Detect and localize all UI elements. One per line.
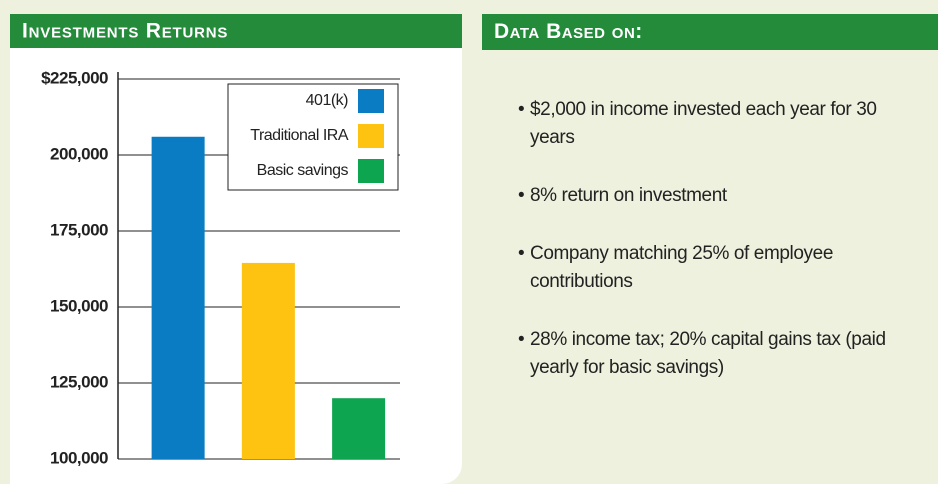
notes-list: $2,000 in income invested each year for … xyxy=(482,50,938,382)
note-item: Company matching 25% of employee contrib… xyxy=(518,240,920,296)
y-tick-label: 200,000 xyxy=(50,144,108,163)
bar xyxy=(332,398,386,459)
y-tick-label: 150,000 xyxy=(50,296,108,315)
legend-label: Basic savings xyxy=(257,162,349,179)
chart: Investments Returns 100,000 125,000 150,00… xyxy=(10,14,462,484)
note-item: 8% return on investment xyxy=(518,182,920,210)
notes-title: Data Based on: xyxy=(482,14,938,50)
y-tick-label: 125,000 xyxy=(50,372,108,391)
y-tick-label: 175,000 xyxy=(50,220,108,239)
legend-swatch xyxy=(358,124,384,148)
legend-swatch xyxy=(358,159,384,183)
bar xyxy=(151,136,205,459)
legend-swatch xyxy=(358,89,384,113)
chart-header xyxy=(10,14,462,48)
chart-title: Investments Returns xyxy=(22,20,228,43)
bar xyxy=(241,262,295,459)
notes-panel: Data Based on: $2,000 in income invested… xyxy=(482,14,938,484)
legend-label: 401(k) xyxy=(306,92,349,109)
legend-label: Traditional IRA xyxy=(250,127,349,144)
y-tick-label: $225,000 xyxy=(41,68,108,87)
note-item: 28% income tax; 20% capital gains tax (p… xyxy=(518,326,920,382)
y-tick-label: 100,000 xyxy=(50,448,108,467)
note-item: $2,000 in income invested each year for … xyxy=(518,96,920,152)
